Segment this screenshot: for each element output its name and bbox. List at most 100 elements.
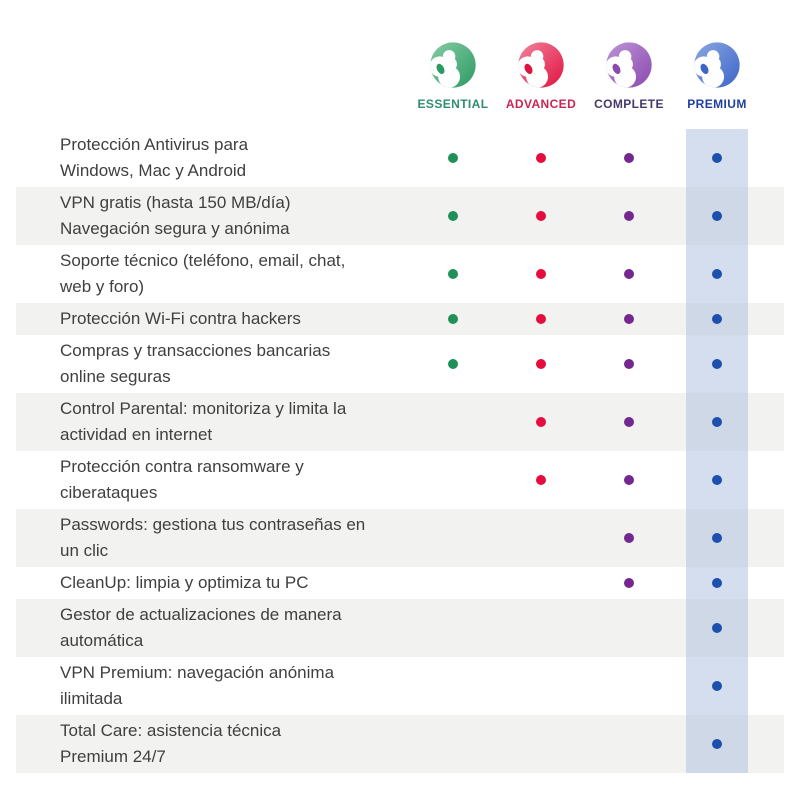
plan-header-advanced: ADVANCED [497,40,585,111]
feature-label: Total Care: asistencia técnica Premium 2… [60,721,282,766]
included-dot [712,475,722,485]
included-dot [712,681,722,691]
panda-logo-icon [428,40,478,90]
included-dot [712,359,722,369]
plan-dot-cell-advanced [497,570,585,596]
feature-label: Gestor de actualizaciones de manera auto… [60,605,342,650]
plan-dot-cell-essential [409,454,497,506]
plan-dot-cell-complete [585,718,673,770]
feature-label: VPN gratis (hasta 150 MB/día) Navegación… [60,193,291,238]
plan-dot-cell-premium [673,660,761,712]
included-dot [624,211,634,221]
plan-dot-cell-essential [409,570,497,596]
plan-name-label: PREMIUM [687,97,747,111]
plan-dot-cell-complete [585,190,673,242]
plan-dot-cell-complete [585,602,673,654]
included-dot [448,359,458,369]
plan-dot-cell-advanced [497,602,585,654]
plans-header: ESSENTIAL ADVANCED [16,0,784,129]
plan-dot-cell-complete [585,454,673,506]
plan-dot-cell-advanced [497,396,585,448]
plan-dot-cell-premium [673,512,761,564]
plan-dot-cell-premium [673,396,761,448]
included-dot [712,269,722,279]
plan-dot-cell-essential [409,306,497,332]
feature-label: Protección contra ransomware y ciberataq… [60,457,304,502]
plan-header-essential: ESSENTIAL [409,40,497,111]
included-dot [624,417,634,427]
feature-row: Protección Wi-Fi contra hackers [16,303,784,335]
plan-dot-cell-essential [409,190,497,242]
feature-label: CleanUp: limpia y optimiza tu PC [60,573,309,592]
plan-dot-cell-essential [409,718,497,770]
plan-dot-cell-essential [409,338,497,390]
plan-dot-cell-premium [673,338,761,390]
plan-dot-cell-premium [673,454,761,506]
plan-dot-cell-complete [585,570,673,596]
feature-row: Control Parental: monitoriza y limita la… [16,393,784,451]
included-dot [624,533,634,543]
plan-dot-cell-essential [409,512,497,564]
included-dot [624,475,634,485]
plan-dot-cell-complete [585,660,673,712]
plan-dot-cell-complete [585,306,673,332]
plan-dot-cell-advanced [497,454,585,506]
included-dot [448,314,458,324]
plan-dot-cell-advanced [497,248,585,300]
included-dot [624,359,634,369]
feature-row: Protección contra ransomware y ciberataq… [16,451,784,509]
feature-label: VPN Premium: navegación anónima ilimitad… [60,663,335,708]
included-dot [624,269,634,279]
feature-row: Total Care: asistencia técnica Premium 2… [16,715,784,773]
plan-dot-cell-premium [673,570,761,596]
included-dot [712,417,722,427]
plan-dot-cell-essential [409,248,497,300]
feature-row: Protección Antivirus para Windows, Mac y… [16,129,784,187]
plan-name-label: ESSENTIAL [417,97,489,111]
plan-name-label: ADVANCED [505,97,577,111]
included-dot [624,153,634,163]
plan-dot-cell-essential [409,396,497,448]
plan-dot-cell-essential [409,660,497,712]
included-dot [712,578,722,588]
plan-dot-cell-complete [585,338,673,390]
plan-dot-cell-complete [585,512,673,564]
included-dot [712,533,722,543]
plan-dot-cell-advanced [497,338,585,390]
plan-dot-cell-essential [409,602,497,654]
plan-dot-cell-advanced [497,660,585,712]
feature-row: Soporte técnico (teléfono, email, chat, … [16,245,784,303]
feature-label: Control Parental: monitoriza y limita la… [60,399,347,444]
plan-dot-cell-premium [673,248,761,300]
feature-label: Soporte técnico (teléfono, email, chat, … [60,251,346,296]
plan-dot-cell-premium [673,132,761,184]
plan-dot-cell-advanced [497,306,585,332]
included-dot [448,211,458,221]
feature-row: Compras y transacciones bancarias online… [16,335,784,393]
feature-label: Passwords: gestiona tus contraseñas en u… [60,515,366,560]
plan-dot-cell-advanced [497,190,585,242]
included-dot [536,314,546,324]
panda-logo-icon [692,40,742,90]
feature-label: Protección Wi-Fi contra hackers [60,309,301,328]
feature-label: Compras y transacciones bancarias online… [60,341,331,386]
included-dot [712,211,722,221]
plan-dot-cell-complete [585,396,673,448]
panda-logo-icon [604,40,654,90]
included-dot [448,153,458,163]
included-dot [536,211,546,221]
plan-dot-cell-premium [673,190,761,242]
included-dot [536,359,546,369]
plan-header-premium: PREMIUM [673,40,761,111]
features-table: Protección Antivirus para Windows, Mac y… [0,129,800,773]
included-dot [624,314,634,324]
plan-dot-cell-complete [585,132,673,184]
plan-dot-cell-premium [673,602,761,654]
included-dot [712,153,722,163]
plan-dot-cell-complete [585,248,673,300]
panda-logo-icon [516,40,566,90]
feature-row: Passwords: gestiona tus contraseñas en u… [16,509,784,567]
plan-dot-cell-premium [673,718,761,770]
plan-dot-cell-premium [673,306,761,332]
